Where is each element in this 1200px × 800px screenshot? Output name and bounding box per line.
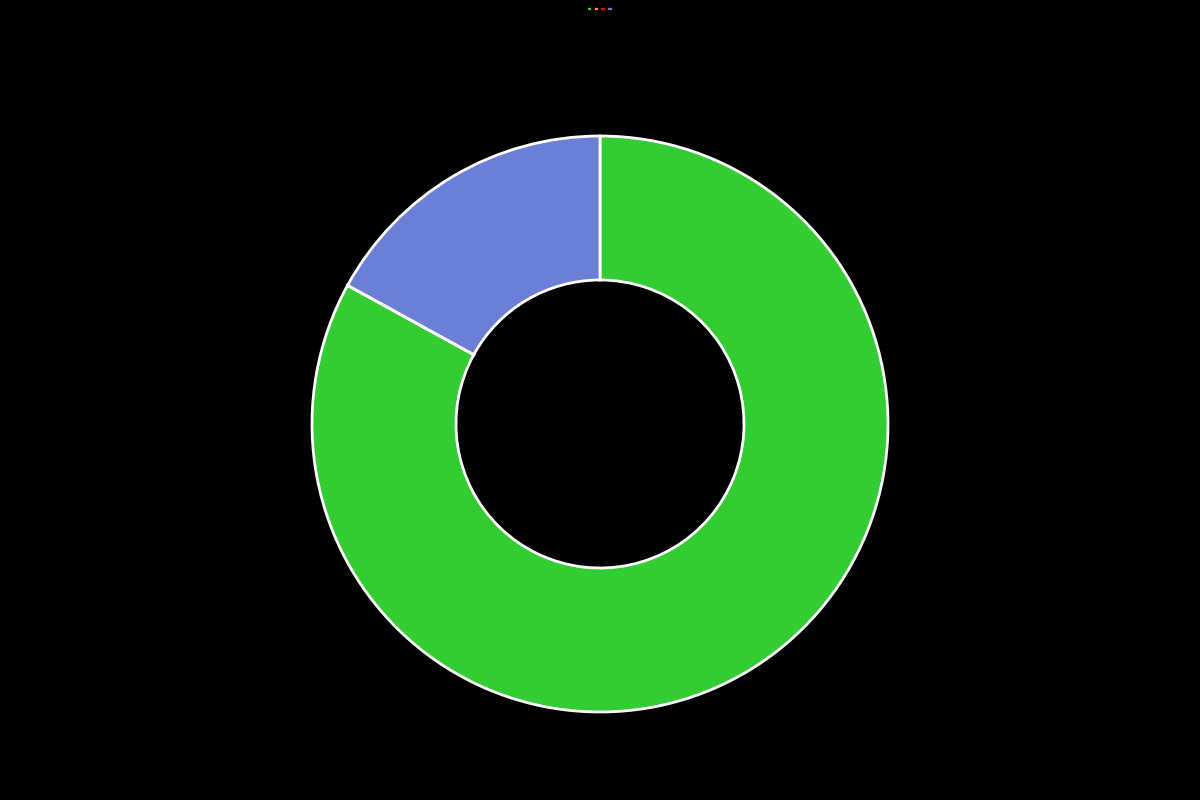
Legend:  ,  ,  ,  : , , ,	[587, 7, 613, 10]
Wedge shape	[312, 136, 888, 712]
Wedge shape	[348, 136, 600, 354]
Wedge shape	[348, 286, 474, 354]
Wedge shape	[348, 286, 474, 354]
